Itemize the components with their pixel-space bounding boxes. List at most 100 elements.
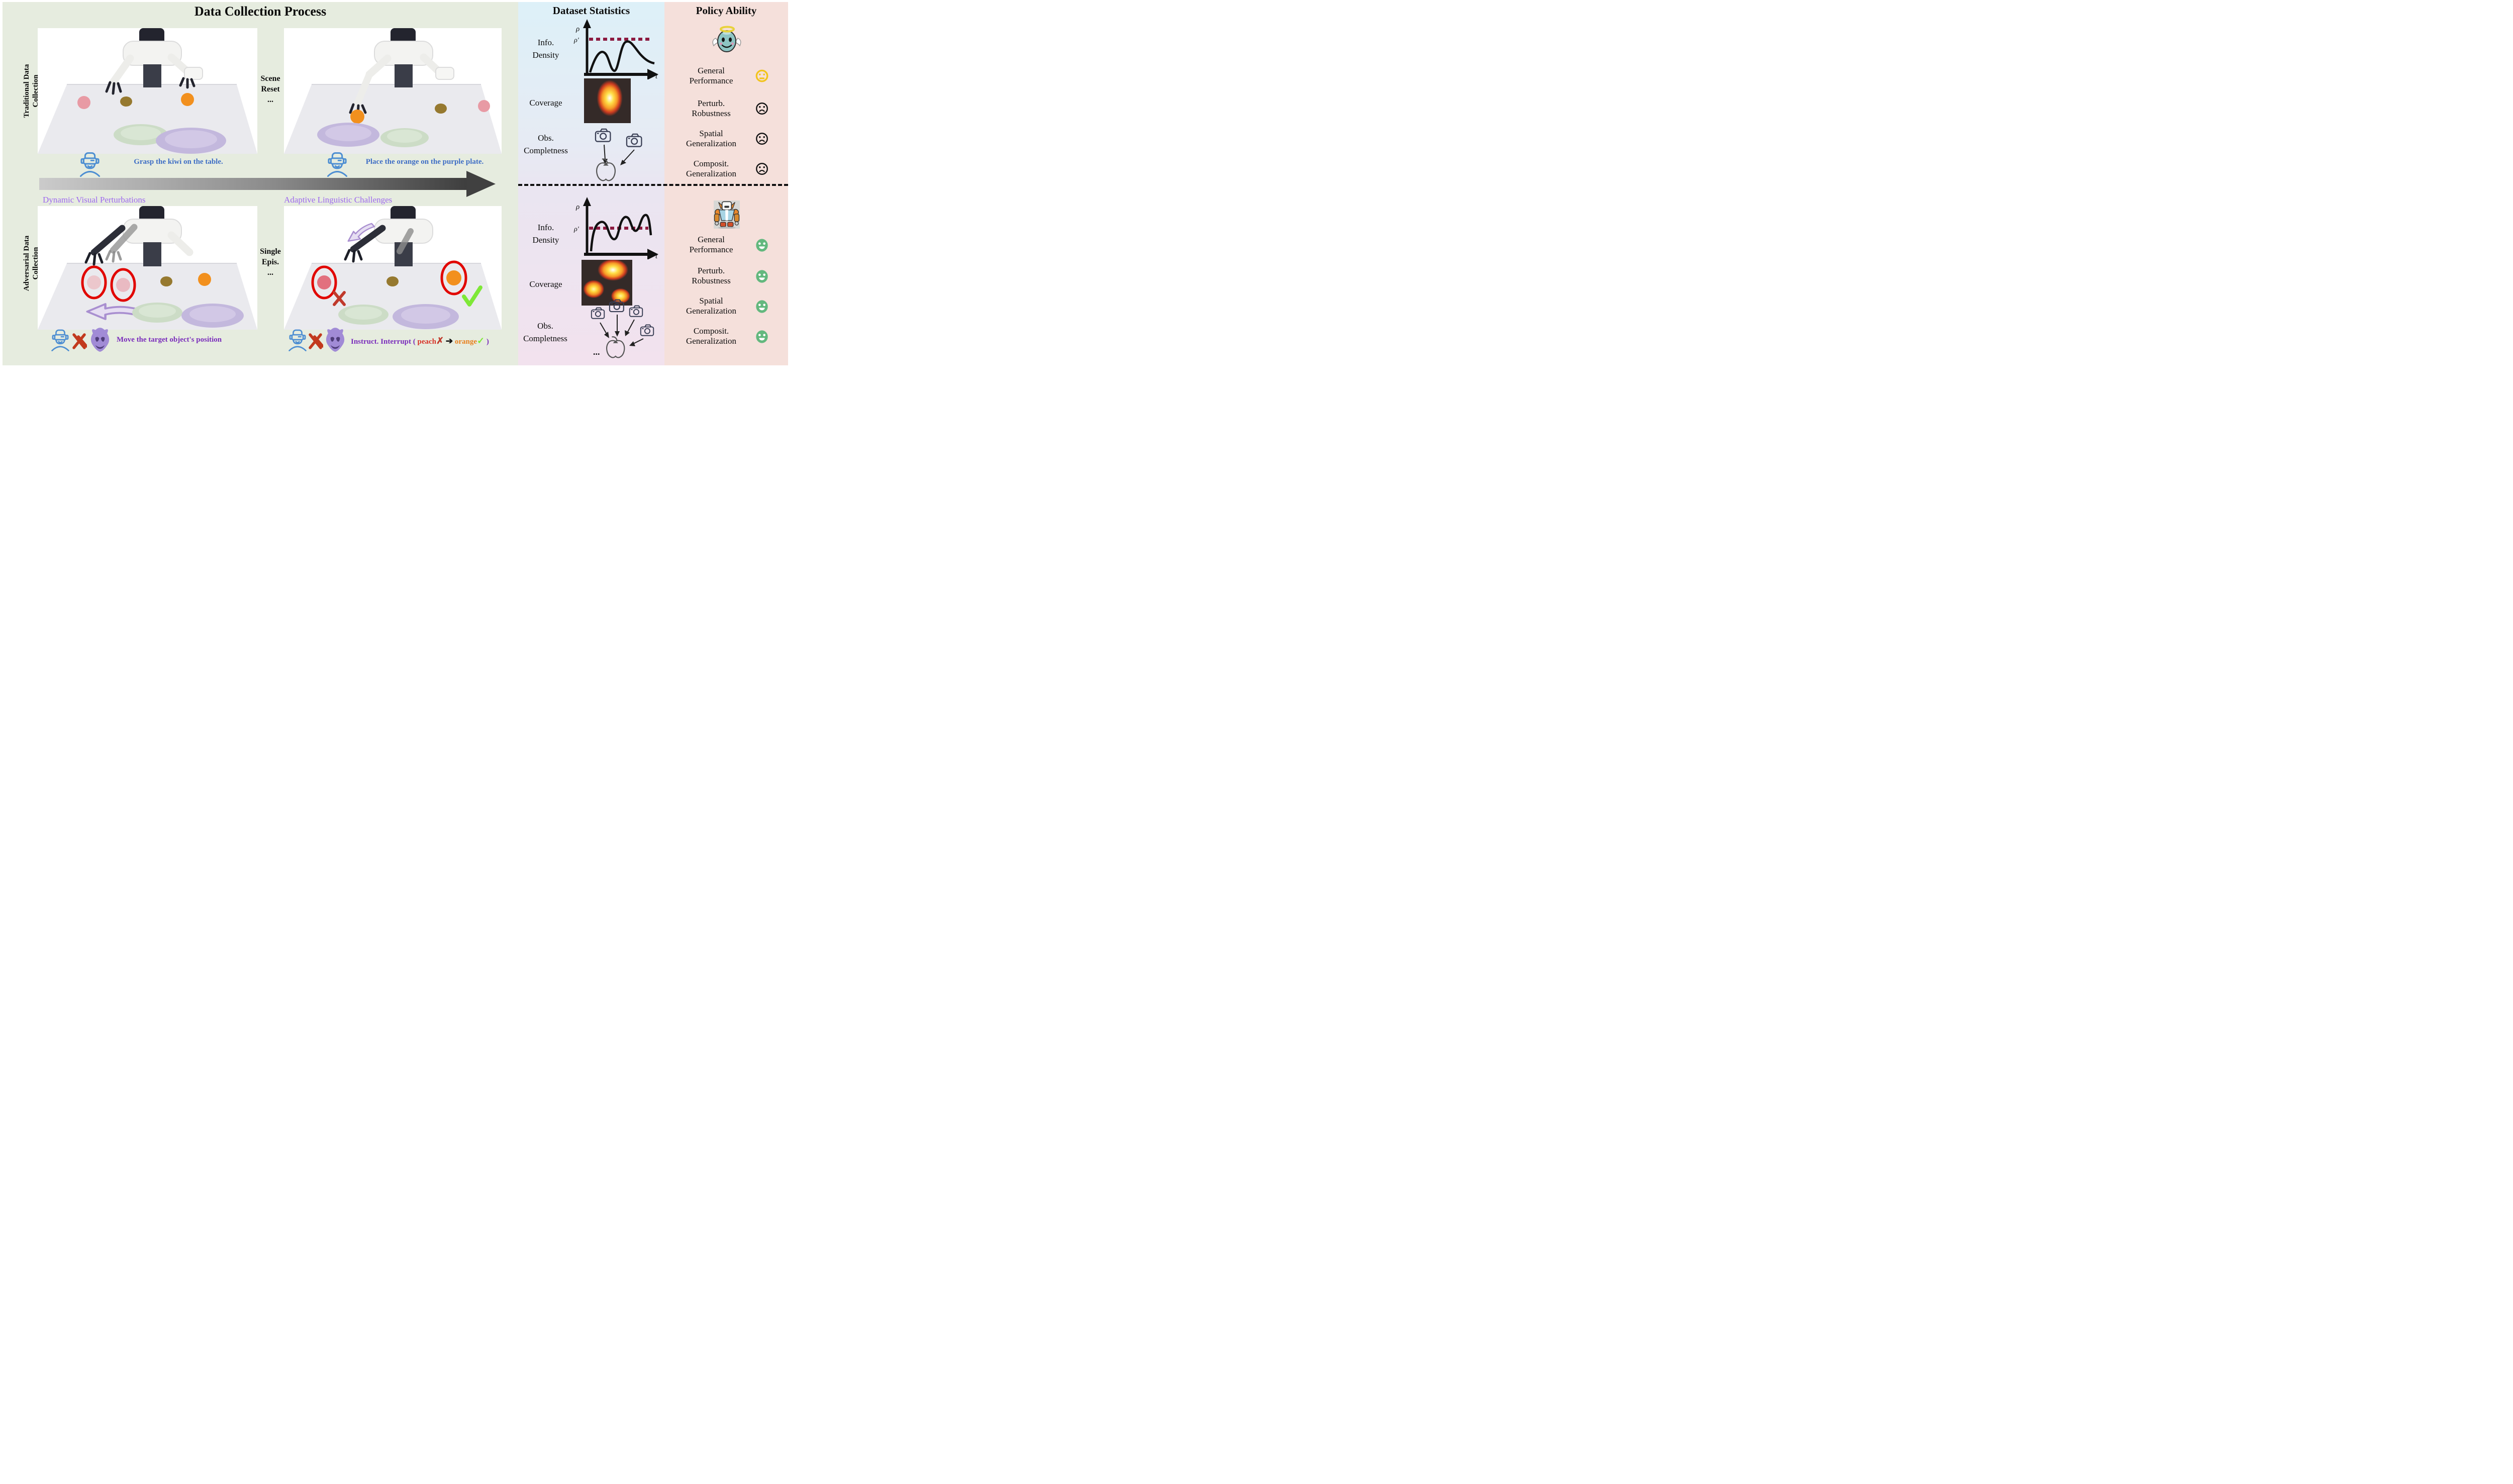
x-mark: ✗ [436,336,444,346]
sad-face-icon [756,163,768,175]
vr-operator-icon [327,152,348,177]
process-arrow-head [466,171,496,197]
vr-operator-icon [79,152,101,177]
row-line2: Generalization [686,306,737,316]
row-line1: Perturb. [697,266,725,275]
obs-ellipsis: ... [593,347,600,357]
photo-traditional-grasp [38,28,257,154]
row-line2: Generalization [686,139,737,148]
rho-label: ρ [575,203,579,211]
info-density-chart-bottom: ρ ρ' t [573,197,658,259]
word-orange: orange [454,338,477,346]
devil-face-icon [326,328,345,352]
t-label: t [655,252,658,259]
obs-line1: Obs. [538,133,554,143]
row-line1: Composit. [693,159,729,168]
camera-icon [609,299,624,313]
devil-face-icon [90,328,110,352]
subtitle-linguistic-challenges: Adaptive Linguistic Challenges [284,195,393,205]
happy-face-icon [756,239,768,252]
camera-icon [626,133,642,147]
info-density-chart-top: ρ ρ' t [573,19,658,79]
single-episode-dots: ... [267,268,273,277]
paren-close: ) [486,338,489,346]
camera-icon [591,307,605,319]
happy-face-icon [756,330,768,343]
row-line2: Performance [689,245,733,254]
policy-row-general-top: General Performance [667,66,755,86]
caption-grasp: Grasp the kiwi on the table. [134,158,223,166]
policy-row-spatial-top: Spatial Generalization [667,129,755,149]
info-line1: Info. [537,38,554,47]
happy-face-icon [756,300,768,313]
policy-row-composit-bottom: Composit. Generalization [667,326,755,346]
robot-scene-place [284,28,502,154]
info-density-label-bottom: Info. Density [521,221,571,246]
caption-interrupt-text: Instruct. Interrupt [351,338,411,346]
single-episode-line2: Epis. [261,258,279,266]
camera-icon [629,305,643,317]
neutral-face-icon [755,69,768,82]
single-episode-note: Single Epis. ... [255,246,285,278]
angel-face-icon [712,26,741,53]
robot-avatar-card [714,201,740,230]
policy-row-perturb-bottom: Perturb. Robustness [667,266,755,286]
sad-face-icon [756,103,768,115]
obs-line2: Completness [524,146,568,155]
stats-title: Dataset Statistics [552,5,630,17]
row-line2: Robustness [692,109,731,118]
row-line2: Robustness [692,276,731,285]
caption-place: Place the orange on the purple plate. [365,158,484,166]
photo-traditional-place [284,28,502,154]
info-density-label-top: Info. Density [521,36,571,61]
subtitle-visual-perturbations: Dynamic Visual Perturbations [43,195,146,205]
policy-row-general-bottom: General Performance [667,235,755,255]
row-line1: Perturb. [697,98,725,108]
obs-label-bottom: Obs. Completness [517,320,574,345]
policy-row-composit-top: Composit. Generalization [667,159,755,179]
row-line1: Spatial [699,296,723,306]
info-line2: Density [532,50,559,60]
row-line2: Generalization [686,336,737,346]
row-line2: Performance [689,76,733,85]
photo-adversarial-interrupt [284,206,502,330]
arrow-glyph: ➔ [445,336,453,346]
robot-avatar-icon [714,201,740,230]
process-title: Data Collection Process [194,4,327,19]
figure-canvas: Data Collection Process Traditional Data… [0,0,788,367]
obs-line1: Obs. [537,321,553,331]
scene-reset-dots: ... [267,95,273,104]
robot-scene-grasp [38,28,257,154]
row-line1: General [698,235,725,244]
vr-operator-icon [51,329,69,351]
word-peach: peach [417,338,437,346]
coverage-label-bottom: Coverage [529,279,562,289]
double-x-icon [308,333,323,350]
coverage-label-top: Coverage [529,98,562,108]
scene-reset-line2: Reset [261,85,280,93]
caption-interrupt: Instruct. Interrupt ( peach✗ ➔ orange✓ ) [351,336,502,346]
dashed-divider [518,184,788,186]
obs-line2: Completness [523,334,567,343]
obs-label-top: Obs. Completness [518,132,574,157]
camera-icon [640,324,654,336]
robot-scene-interrupt [284,206,502,330]
camera-icon [595,128,611,142]
check-mark: ✓ [477,336,485,346]
rho-label: ρ [575,25,579,33]
policy-row-perturb-top: Perturb. Robustness [667,98,755,119]
scene-reset-line1: Scene [260,74,280,83]
info-line2: Density [532,235,559,245]
rho-prime-label: ρ' [573,226,579,233]
apple-outline-icon [606,336,625,358]
policy-title: Policy Ability [696,5,757,17]
sad-face-icon [756,133,768,145]
single-episode-line1: Single [260,247,281,256]
happy-face-icon [756,270,768,283]
scene-reset-note: Scene Reset ... [255,73,285,105]
coverage-heatmap-bottom [582,260,632,306]
vr-operator-icon [288,329,307,351]
row-line2: Generalization [686,169,737,178]
rho-prime-label: ρ' [573,37,579,44]
process-arrow [39,178,467,190]
